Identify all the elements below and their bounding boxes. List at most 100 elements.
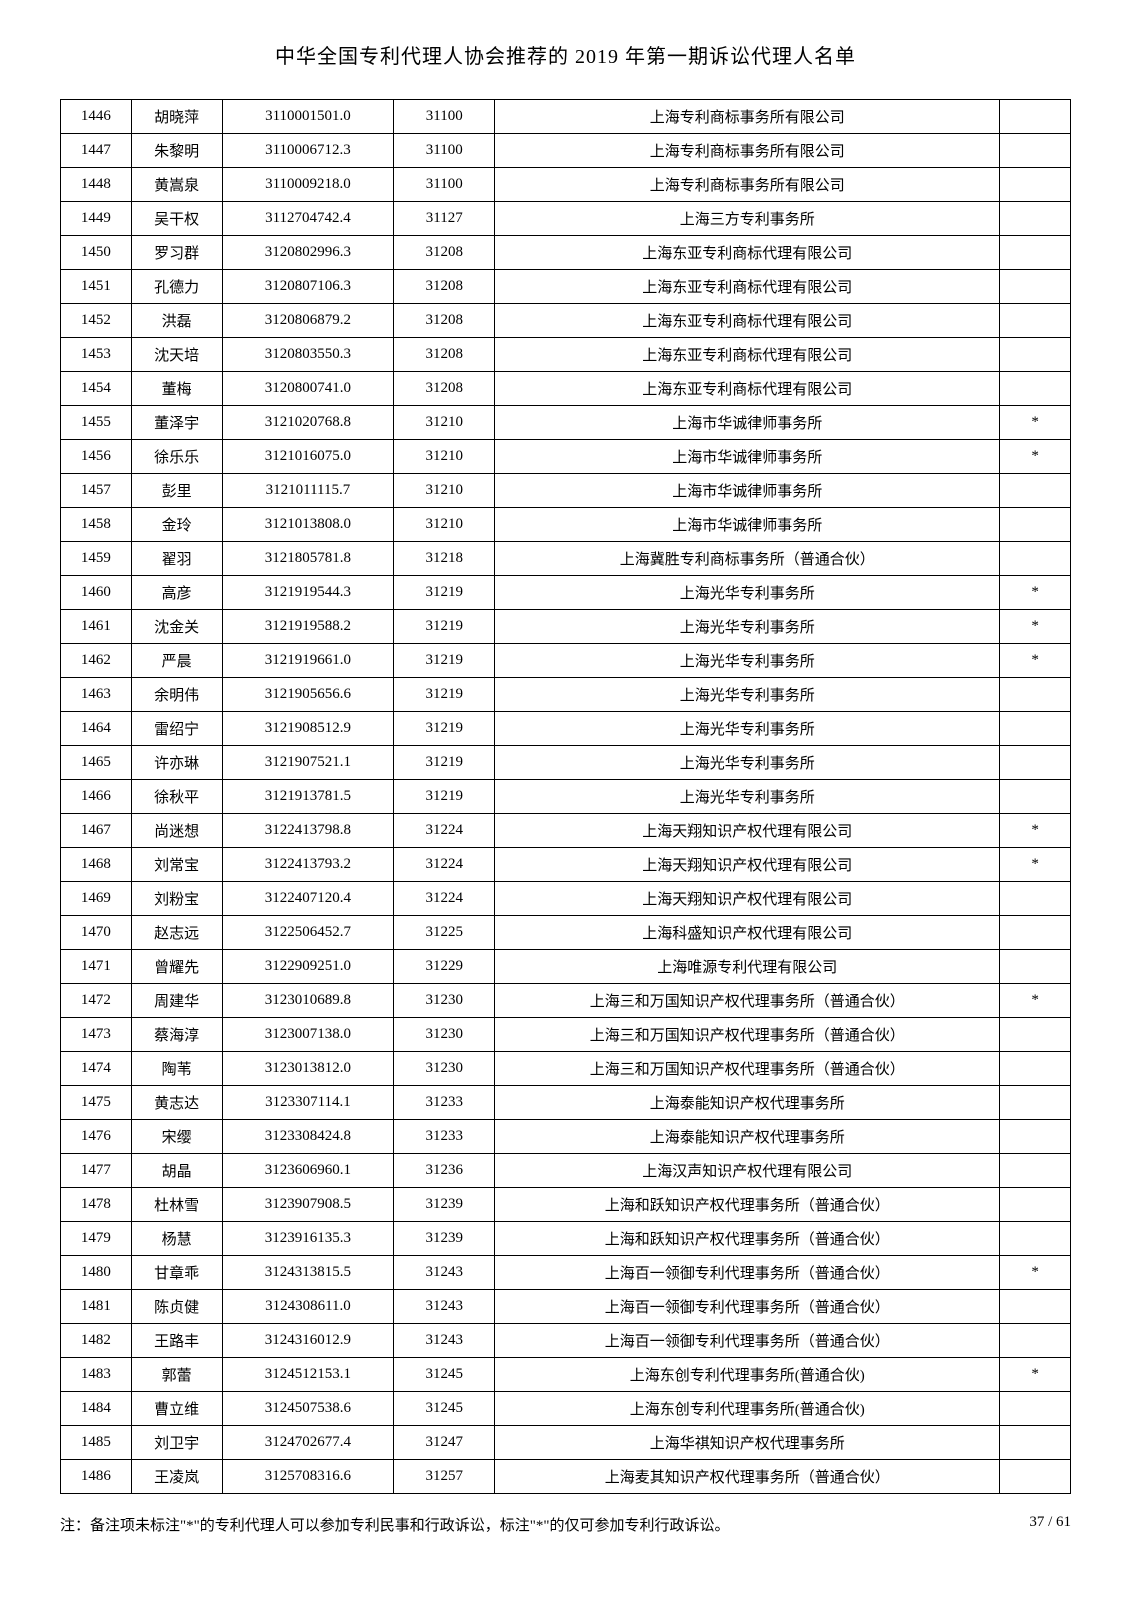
cell-firm: 上海麦其知识产权代理事务所（普通合伙） (495, 1460, 1000, 1494)
page-title: 中华全国专利代理人协会推荐的 2019 年第一期诉讼代理人名单 (60, 40, 1071, 69)
cell-name: 蔡海淳 (131, 1018, 222, 1052)
cell-firm: 上海光华专利事务所 (495, 712, 1000, 746)
cell-seq: 1480 (61, 1256, 132, 1290)
cell-firm: 上海东亚专利商标代理有限公司 (495, 304, 1000, 338)
cell-star (1000, 1120, 1071, 1154)
cell-seq: 1465 (61, 746, 132, 780)
cell-seq: 1452 (61, 304, 132, 338)
cell-firm: 上海光华专利事务所 (495, 644, 1000, 678)
cell-star (1000, 304, 1071, 338)
cell-id: 3123606960.1 (222, 1154, 394, 1188)
cell-star (1000, 678, 1071, 712)
cell-code: 31229 (394, 950, 495, 984)
cell-name: 翟羽 (131, 542, 222, 576)
cell-code: 31245 (394, 1392, 495, 1426)
cell-firm: 上海专利商标事务所有限公司 (495, 168, 1000, 202)
cell-code: 31233 (394, 1086, 495, 1120)
cell-star: * (1000, 440, 1071, 474)
table-row: 1473蔡海淳3123007138.031230上海三和万国知识产权代理事务所（… (61, 1018, 1071, 1052)
cell-firm: 上海光华专利事务所 (495, 746, 1000, 780)
cell-name: 曹立维 (131, 1392, 222, 1426)
cell-code: 31230 (394, 1052, 495, 1086)
cell-code: 31210 (394, 440, 495, 474)
cell-firm: 上海东亚专利商标代理有限公司 (495, 270, 1000, 304)
cell-seq: 1478 (61, 1188, 132, 1222)
cell-firm: 上海专利商标事务所有限公司 (495, 134, 1000, 168)
cell-star (1000, 474, 1071, 508)
cell-id: 3121905656.6 (222, 678, 394, 712)
cell-name: 吴干权 (131, 202, 222, 236)
cell-star: * (1000, 644, 1071, 678)
cell-code: 31219 (394, 746, 495, 780)
cell-name: 陈贞健 (131, 1290, 222, 1324)
cell-name: 严晨 (131, 644, 222, 678)
cell-seq: 1470 (61, 916, 132, 950)
table-row: 1451孔德力3120807106.331208上海东亚专利商标代理有限公司 (61, 270, 1071, 304)
cell-code: 31257 (394, 1460, 495, 1494)
cell-name: 洪磊 (131, 304, 222, 338)
cell-star (1000, 746, 1071, 780)
cell-code: 31233 (394, 1120, 495, 1154)
cell-star (1000, 1392, 1071, 1426)
table-row: 1477胡晶3123606960.131236上海汉声知识产权代理有限公司 (61, 1154, 1071, 1188)
cell-firm: 上海科盛知识产权代理有限公司 (495, 916, 1000, 950)
table-row: 1463余明伟3121905656.631219上海光华专利事务所 (61, 678, 1071, 712)
cell-star (1000, 882, 1071, 916)
cell-code: 31219 (394, 712, 495, 746)
cell-code: 31230 (394, 984, 495, 1018)
cell-firm: 上海泰能知识产权代理事务所 (495, 1120, 1000, 1154)
cell-code: 31224 (394, 814, 495, 848)
cell-code: 31219 (394, 678, 495, 712)
cell-star (1000, 100, 1071, 134)
cell-seq: 1449 (61, 202, 132, 236)
cell-name: 刘常宝 (131, 848, 222, 882)
cell-code: 31208 (394, 270, 495, 304)
cell-id: 3122909251.0 (222, 950, 394, 984)
cell-id: 3120802996.3 (222, 236, 394, 270)
cell-name: 雷绍宁 (131, 712, 222, 746)
cell-seq: 1453 (61, 338, 132, 372)
cell-code: 31210 (394, 406, 495, 440)
cell-firm: 上海光华专利事务所 (495, 780, 1000, 814)
cell-name: 甘章乖 (131, 1256, 222, 1290)
cell-seq: 1456 (61, 440, 132, 474)
cell-id: 3121020768.8 (222, 406, 394, 440)
cell-star (1000, 168, 1071, 202)
cell-id: 3122413798.8 (222, 814, 394, 848)
cell-name: 陶苇 (131, 1052, 222, 1086)
cell-code: 31243 (394, 1324, 495, 1358)
table-row: 1481陈贞健3124308611.031243上海百一领御专利代理事务所（普通… (61, 1290, 1071, 1324)
cell-id: 3121016075.0 (222, 440, 394, 474)
cell-name: 王路丰 (131, 1324, 222, 1358)
cell-firm: 上海三和万国知识产权代理事务所（普通合伙） (495, 1018, 1000, 1052)
cell-name: 胡晶 (131, 1154, 222, 1188)
cell-id: 3112704742.4 (222, 202, 394, 236)
cell-seq: 1469 (61, 882, 132, 916)
cell-code: 31225 (394, 916, 495, 950)
cell-name: 王凌岚 (131, 1460, 222, 1494)
table-row: 1448黄嵩泉3110009218.031100上海专利商标事务所有限公司 (61, 168, 1071, 202)
cell-seq: 1486 (61, 1460, 132, 1494)
cell-name: 金玲 (131, 508, 222, 542)
cell-seq: 1451 (61, 270, 132, 304)
table-row: 1482王路丰3124316012.931243上海百一领御专利代理事务所（普通… (61, 1324, 1071, 1358)
cell-id: 3124313815.5 (222, 1256, 394, 1290)
cell-star: * (1000, 814, 1071, 848)
cell-seq: 1482 (61, 1324, 132, 1358)
cell-id: 3121919588.2 (222, 610, 394, 644)
cell-firm: 上海东创专利代理事务所(普通合伙) (495, 1358, 1000, 1392)
cell-id: 3124507538.6 (222, 1392, 394, 1426)
cell-name: 黄志达 (131, 1086, 222, 1120)
table-row: 1483郭蕾3124512153.131245上海东创专利代理事务所(普通合伙)… (61, 1358, 1071, 1392)
cell-firm: 上海百一领御专利代理事务所（普通合伙） (495, 1256, 1000, 1290)
table-row: 1485刘卫宇3124702677.431247上海华祺知识产权代理事务所 (61, 1426, 1071, 1460)
cell-code: 31210 (394, 474, 495, 508)
cell-code: 31100 (394, 168, 495, 202)
cell-seq: 1459 (61, 542, 132, 576)
cell-code: 31218 (394, 542, 495, 576)
cell-name: 黄嵩泉 (131, 168, 222, 202)
table-row: 1461沈金关3121919588.231219上海光华专利事务所* (61, 610, 1071, 644)
cell-star (1000, 270, 1071, 304)
cell-code: 31100 (394, 134, 495, 168)
cell-seq: 1463 (61, 678, 132, 712)
